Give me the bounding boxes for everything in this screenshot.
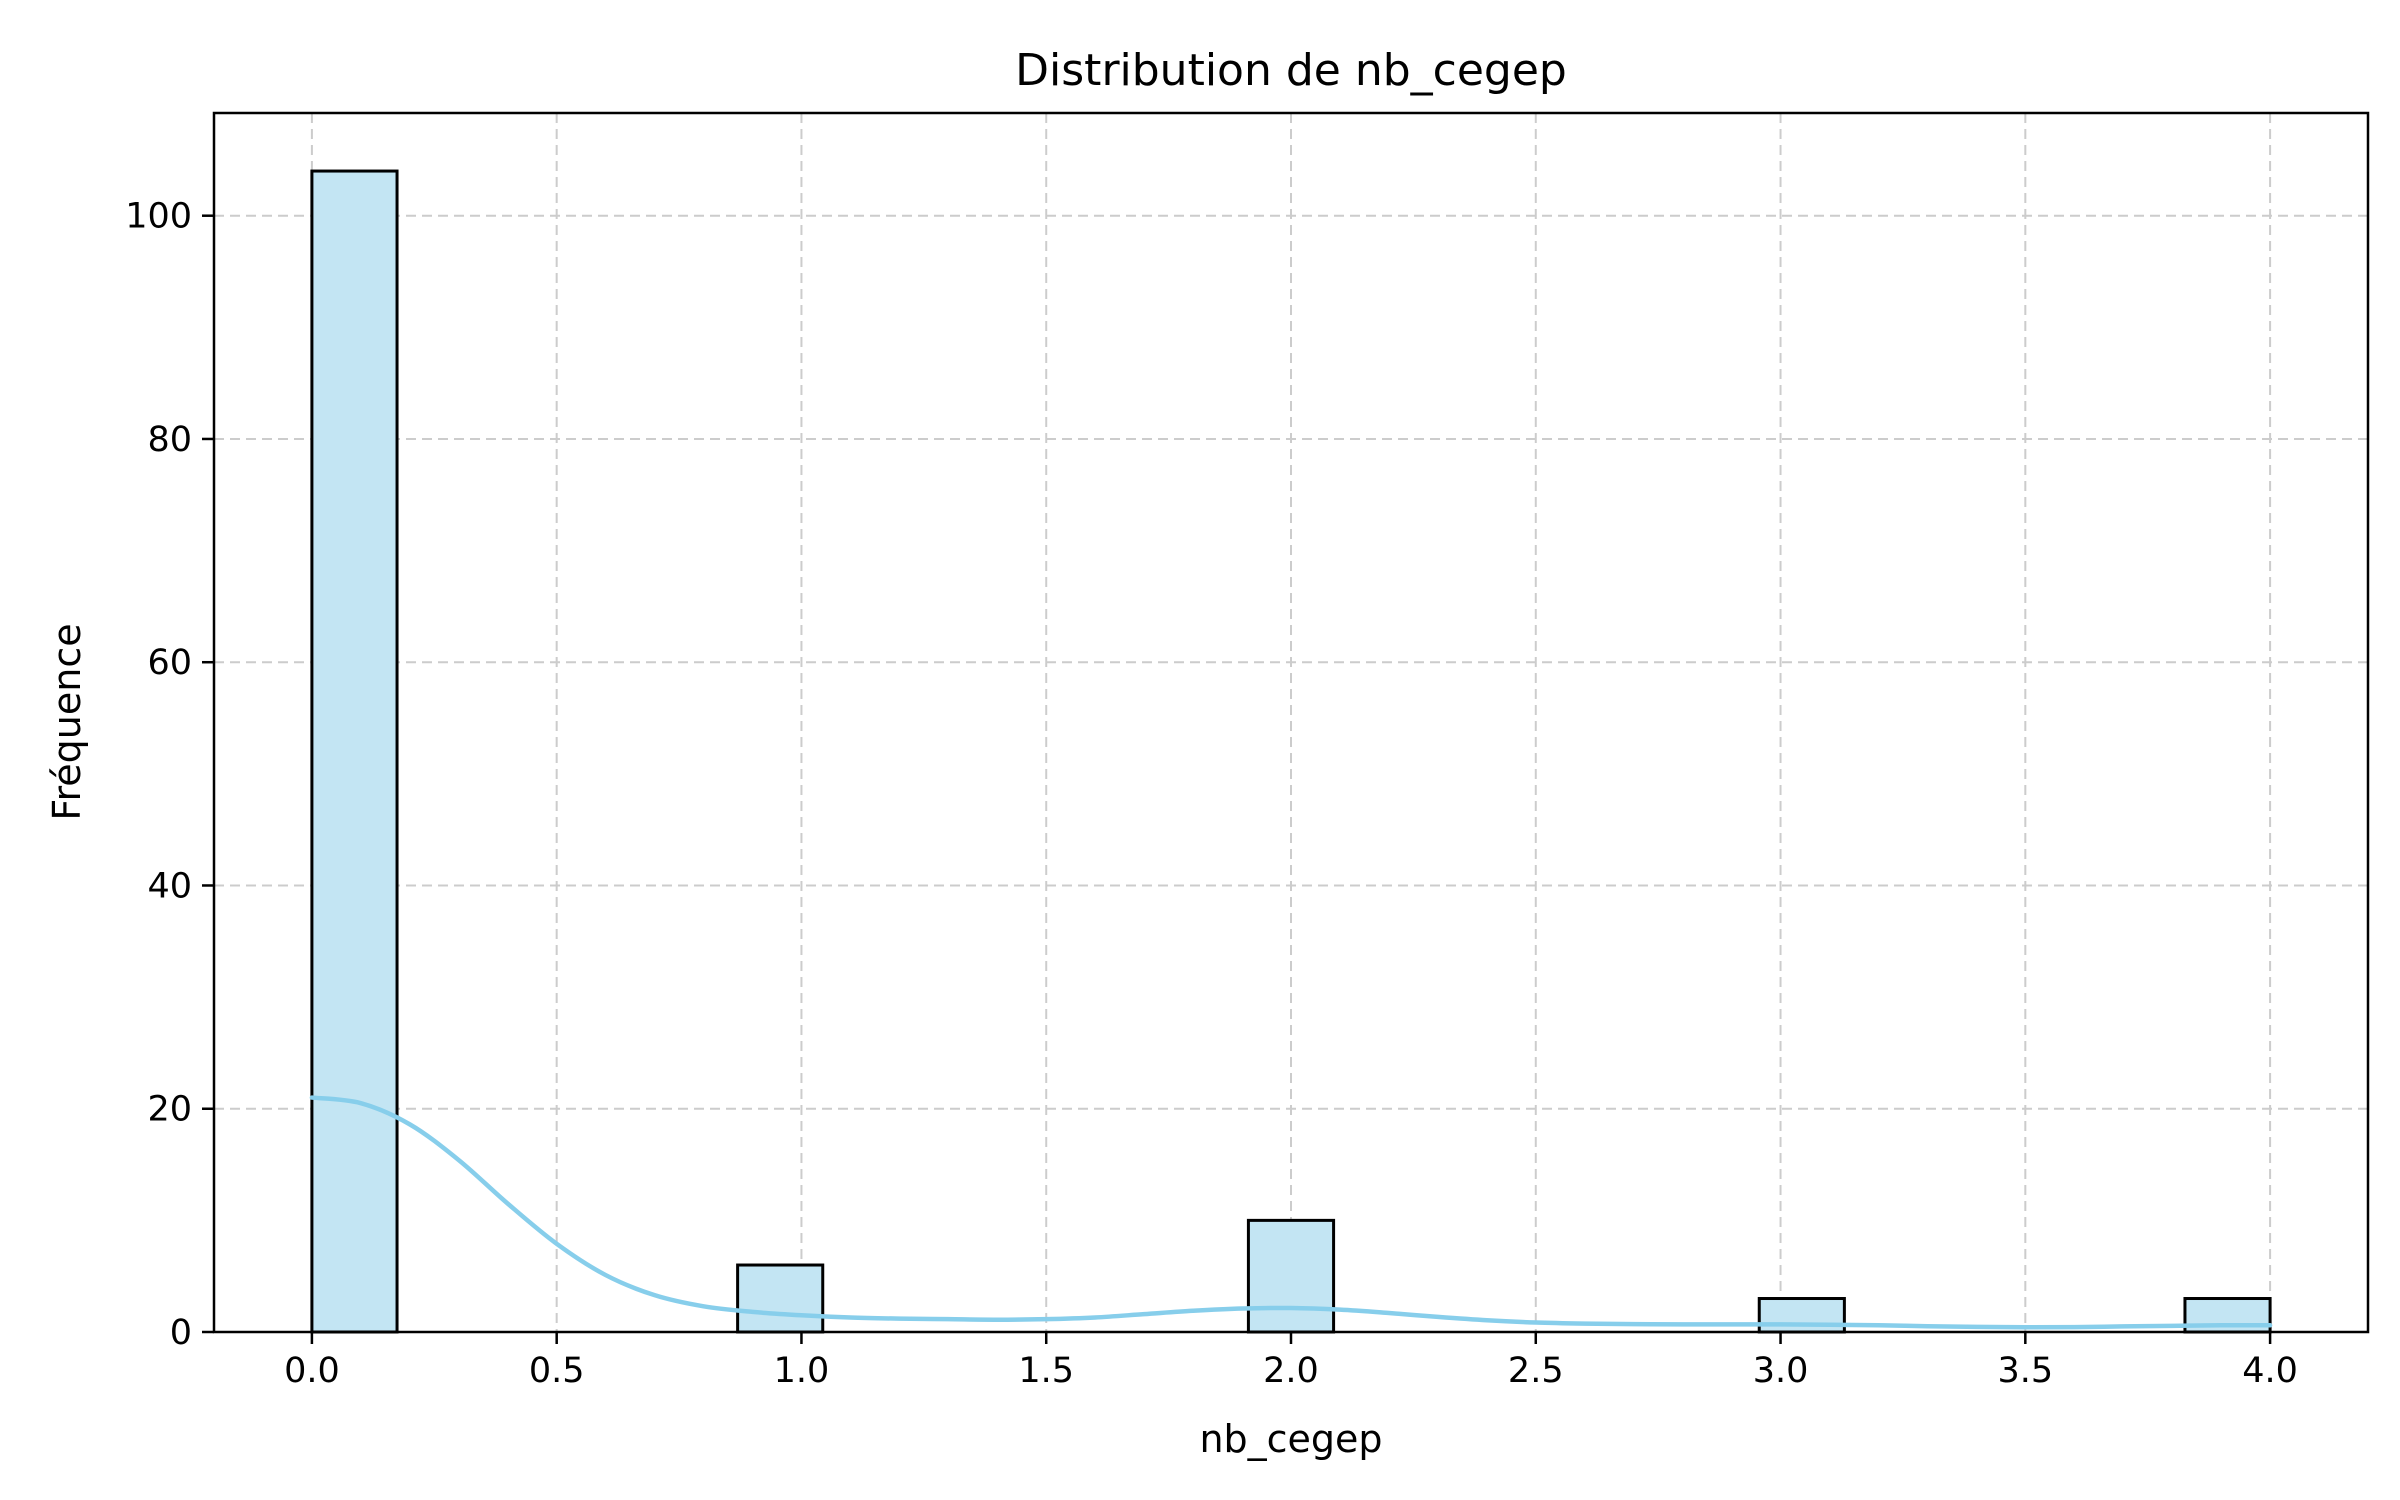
x-tick-label: 2.0 xyxy=(1263,1351,1319,1391)
y-tick-label: 60 xyxy=(147,643,192,683)
y-tick-label: 80 xyxy=(147,420,192,460)
x-tick-label: 0.0 xyxy=(284,1351,340,1391)
y-tick-label: 100 xyxy=(125,197,192,237)
histogram-bar xyxy=(736,1263,825,1334)
x-axis: 0.0 0.5 1.0 1.5 2.0 2.5 3.0 3.5 4.0 xyxy=(284,1332,2298,1391)
kde-curve-layer xyxy=(309,1095,2273,1330)
y-tick-label: 0 xyxy=(170,1313,192,1353)
y-tick-label: 20 xyxy=(147,1090,192,1130)
x-tick-label: 1.5 xyxy=(1018,1351,1074,1391)
x-tick-label: 0.5 xyxy=(529,1351,585,1391)
grid xyxy=(214,113,2368,1333)
kde-curve xyxy=(309,1095,2273,1330)
histogram-bar xyxy=(310,169,399,1334)
y-tick-label: 40 xyxy=(147,866,192,906)
x-tick-label: 2.5 xyxy=(1508,1351,1564,1391)
x-tick-label: 3.5 xyxy=(1997,1351,2053,1391)
x-tick-label: 4.0 xyxy=(2242,1351,2298,1391)
x-axis-label: nb_cegep xyxy=(1199,1417,1382,1461)
x-tick-label: 3.0 xyxy=(1753,1351,1809,1391)
y-axis: 0 20 40 60 80 100 xyxy=(125,197,214,1353)
y-axis-label: Fréquence xyxy=(45,623,89,820)
chart-title: Distribution de nb_cegep xyxy=(1015,45,1567,96)
histogram-bars xyxy=(310,169,2272,1334)
histogram-bar xyxy=(1246,1218,1336,1334)
x-tick-label: 1.0 xyxy=(774,1351,830,1391)
